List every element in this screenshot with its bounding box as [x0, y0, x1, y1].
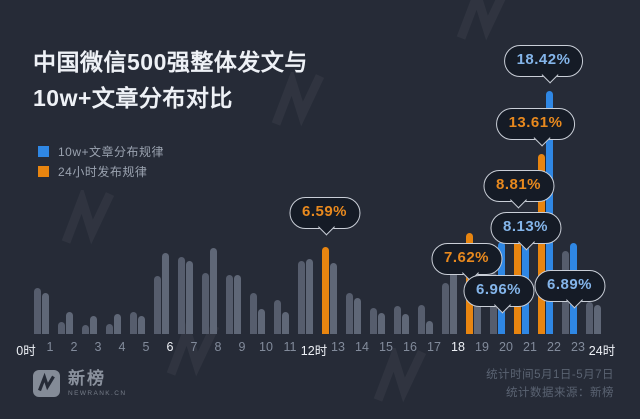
legend-label: 10w+文章分布规律: [58, 144, 165, 159]
x-axis-label-22: 22: [547, 340, 561, 354]
x-axis-label-2: 2: [70, 340, 78, 354]
x-axis-label-19: 19: [475, 340, 489, 354]
title-line-1: 中国微信500强整体发文与: [33, 49, 308, 75]
chart-bar-24h-hour-5: [154, 276, 161, 334]
callout-tail: [317, 218, 335, 236]
chart-bar-10w-hour-11: [306, 259, 313, 334]
chart-bar-24h-hour-15: [394, 306, 401, 334]
callout-tail: [541, 66, 559, 84]
x-axis-label-11: 11: [283, 340, 297, 354]
x-axis-label-14: 14: [355, 340, 369, 354]
chart-bar-10w-hour-4: [138, 316, 145, 334]
chart-bar-24h-hour-10: [274, 300, 281, 334]
chart-bar-10w-hour-3: [114, 314, 121, 334]
chart-bar-24h-hour-6: [178, 257, 185, 334]
chart-bar-10w-hour-9: [258, 309, 265, 334]
x-axis-label-13: 13: [331, 340, 345, 354]
x-axis-label-21: 21: [523, 340, 537, 354]
chart-bar-24h-hour-16: [418, 305, 425, 334]
x-axis-label-17: 17: [427, 340, 441, 354]
chart-bar-10w-hour-15: [402, 314, 409, 334]
value-callout-8.81%: 8.81%: [482, 170, 555, 209]
value-callout-18.42%: 18.42%: [503, 45, 584, 84]
chart-bar-10w-hour-8: [234, 275, 241, 334]
chart-legend: 10w+文章分布规律 24小时发布规律: [38, 141, 164, 181]
chart-bar-24h-hour-14: [370, 308, 377, 334]
chart-bar-24h-hour-12: [322, 247, 329, 334]
logo-text-cn: 新榜: [68, 369, 106, 388]
chart-bar-24h-hour-4: [130, 312, 137, 334]
value-callout-6.59%: 6.59%: [288, 197, 361, 236]
page-title: 中国微信500强整体发文与 10w+文章分布对比: [33, 44, 308, 116]
x-axis-label-8: 8: [214, 340, 222, 354]
legend-item-10w-articles: 10w+文章分布规律: [38, 141, 164, 161]
x-axis-label-3: 3: [94, 340, 102, 354]
chart-bar-24h-hour-13: [346, 293, 353, 334]
value-callout-6.96%: 6.96%: [462, 275, 535, 314]
chart-bar-24h-hour-21: [538, 154, 545, 334]
value-callout-7.62%: 7.62%: [430, 243, 503, 282]
x-axis-label-24时: 24时: [588, 344, 616, 358]
stats-note: 统计时间5月1日-5月7日 统计数据来源：新榜: [486, 366, 614, 402]
chart-bar-10w-hour-12: [330, 263, 337, 334]
value-callout-6.89%: 6.89%: [533, 270, 606, 309]
x-axis-label-18: 18: [451, 340, 465, 354]
x-axis-label-6: 6: [166, 340, 174, 354]
x-axis-label-10: 10: [259, 340, 273, 354]
chart-bar-10w-hour-14: [378, 313, 385, 334]
chart-bar-10w-hour-6: [186, 261, 193, 334]
chart-bar-24h-hour-9: [250, 293, 257, 334]
logo-text-en: NEWRANK.CN: [68, 390, 127, 397]
callout-tail: [509, 191, 527, 209]
chart-bar-10w-hour-1: [66, 312, 73, 334]
chart-bar-24h-hour-3: [106, 324, 113, 334]
chart-bar-24h-hour-0: [34, 288, 41, 334]
legend-label: 24小时发布规律: [58, 164, 148, 179]
chart-bar-10w-hour-5: [162, 253, 169, 334]
chart-bar-24h-hour-11: [298, 261, 305, 334]
chart-bar-10w-hour-2: [90, 316, 97, 334]
chart-bar-24h-hour-17: [442, 283, 449, 334]
chart-bar-10w-hour-17: [450, 269, 457, 334]
chart-bar-10w-hour-16: [426, 321, 433, 334]
chart-bar-10w-hour-7: [210, 248, 217, 334]
chart-bar-24h-hour-23: [586, 302, 593, 334]
x-axis-label-15: 15: [379, 340, 393, 354]
title-line-2: 10w+文章分布对比: [33, 85, 233, 111]
x-axis-label-7: 7: [190, 340, 198, 354]
stat-source: 统计数据来源：新榜: [506, 387, 614, 399]
chart-bar-10w-hour-13: [354, 298, 361, 334]
x-axis-label-0时: 0时: [16, 344, 36, 358]
x-axis-label-4: 4: [118, 340, 126, 354]
legend-swatch-orange: [38, 165, 49, 177]
chart-bar-10w-hour-10: [282, 312, 289, 334]
value-callout-8.13%: 8.13%: [489, 212, 562, 251]
x-axis-label-20: 20: [499, 340, 513, 354]
chart-bar-10w-hour-0: [42, 293, 49, 334]
legend-swatch-blue: [38, 145, 49, 157]
x-axis-label-12时: 12时: [300, 344, 328, 358]
value-callout-13.61%: 13.61%: [495, 108, 576, 147]
chart-bar-24h-hour-7: [202, 273, 209, 334]
newrank-logo: 新榜 NEWRANK.CN: [33, 370, 126, 397]
legend-item-24h-publishing: 24小时发布规律: [38, 161, 164, 181]
chart-bar-24h-hour-2: [82, 325, 89, 334]
newrank-logo-icon: [33, 370, 60, 397]
x-axis-label-1: 1: [46, 340, 54, 354]
chart-bar-24h-hour-1: [58, 322, 65, 334]
stat-time: 统计时间5月1日-5月7日: [486, 369, 614, 381]
x-axis-label-9: 9: [238, 340, 246, 354]
x-axis-label-16: 16: [403, 340, 417, 354]
x-axis-label-5: 5: [142, 340, 150, 354]
x-axis-label-23: 23: [571, 340, 585, 354]
chart-bar-24h-hour-8: [226, 275, 233, 334]
chart-bar-10w-hour-23: [594, 305, 601, 334]
